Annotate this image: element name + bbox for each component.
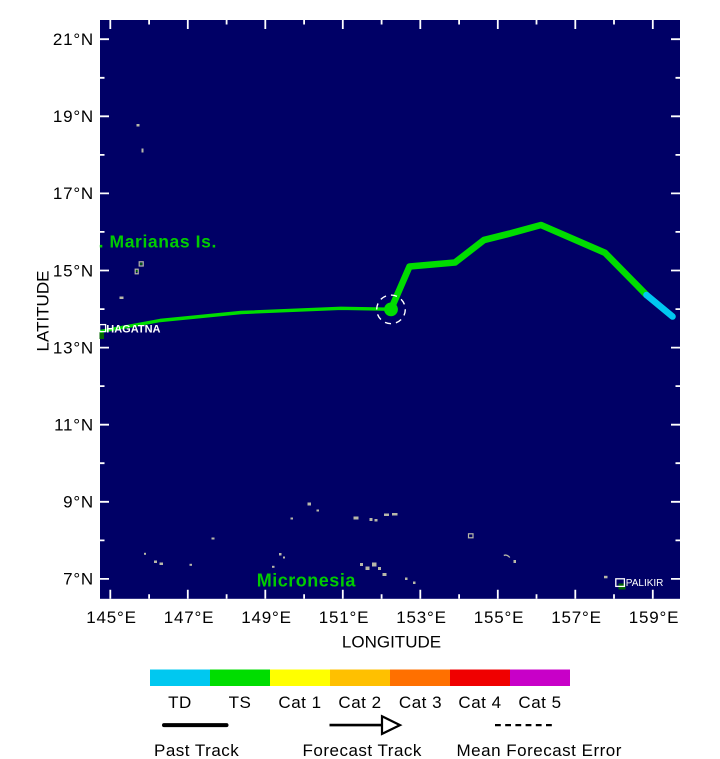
svg-text:15°N: 15°N	[53, 261, 94, 280]
svg-text:Cat 4: Cat 4	[458, 693, 501, 712]
svg-text:13°N: 13°N	[53, 338, 94, 357]
svg-text:19°N: 19°N	[53, 107, 94, 126]
svg-text:155°E: 155°E	[474, 608, 525, 627]
svg-text:157°E: 157°E	[551, 608, 602, 627]
svg-text:TD: TD	[168, 693, 192, 712]
svg-text:149°E: 149°E	[241, 608, 292, 627]
svg-text:Forecast Track: Forecast Track	[303, 741, 422, 759]
svg-text:HAGATNA: HAGATNA	[106, 323, 160, 335]
svg-text:TS: TS	[229, 693, 252, 712]
svg-text:LONGITUDE: LONGITUDE	[342, 632, 441, 651]
svg-text:147°E: 147°E	[164, 608, 215, 627]
svg-text:153°E: 153°E	[396, 608, 447, 627]
svg-text:11°N: 11°N	[54, 416, 94, 435]
svg-text:Micronesia: Micronesia	[257, 571, 357, 591]
svg-text:Cat 5: Cat 5	[518, 693, 561, 712]
svg-text:PALIKIR: PALIKIR	[626, 578, 664, 589]
svg-text:Mean Forecast Error: Mean Forecast Error	[457, 741, 622, 759]
svg-text:Cat 1: Cat 1	[278, 693, 321, 712]
svg-text:LATITUDE: LATITUDE	[34, 271, 53, 352]
svg-text:Past Track: Past Track	[154, 741, 239, 759]
svg-text:9°N: 9°N	[63, 493, 94, 512]
svg-text:21°N: 21°N	[53, 30, 94, 49]
svg-text:7°N: 7°N	[63, 570, 94, 589]
svg-text:17°N: 17°N	[53, 184, 94, 203]
svg-text:Cat 2: Cat 2	[338, 693, 381, 712]
svg-text:. Marianas Is.: . Marianas Is.	[99, 231, 217, 251]
svg-text:145°E: 145°E	[86, 608, 137, 627]
svg-text:Cat 3: Cat 3	[399, 693, 442, 712]
svg-text:151°E: 151°E	[319, 608, 370, 627]
svg-text:159°E: 159°E	[629, 608, 680, 627]
